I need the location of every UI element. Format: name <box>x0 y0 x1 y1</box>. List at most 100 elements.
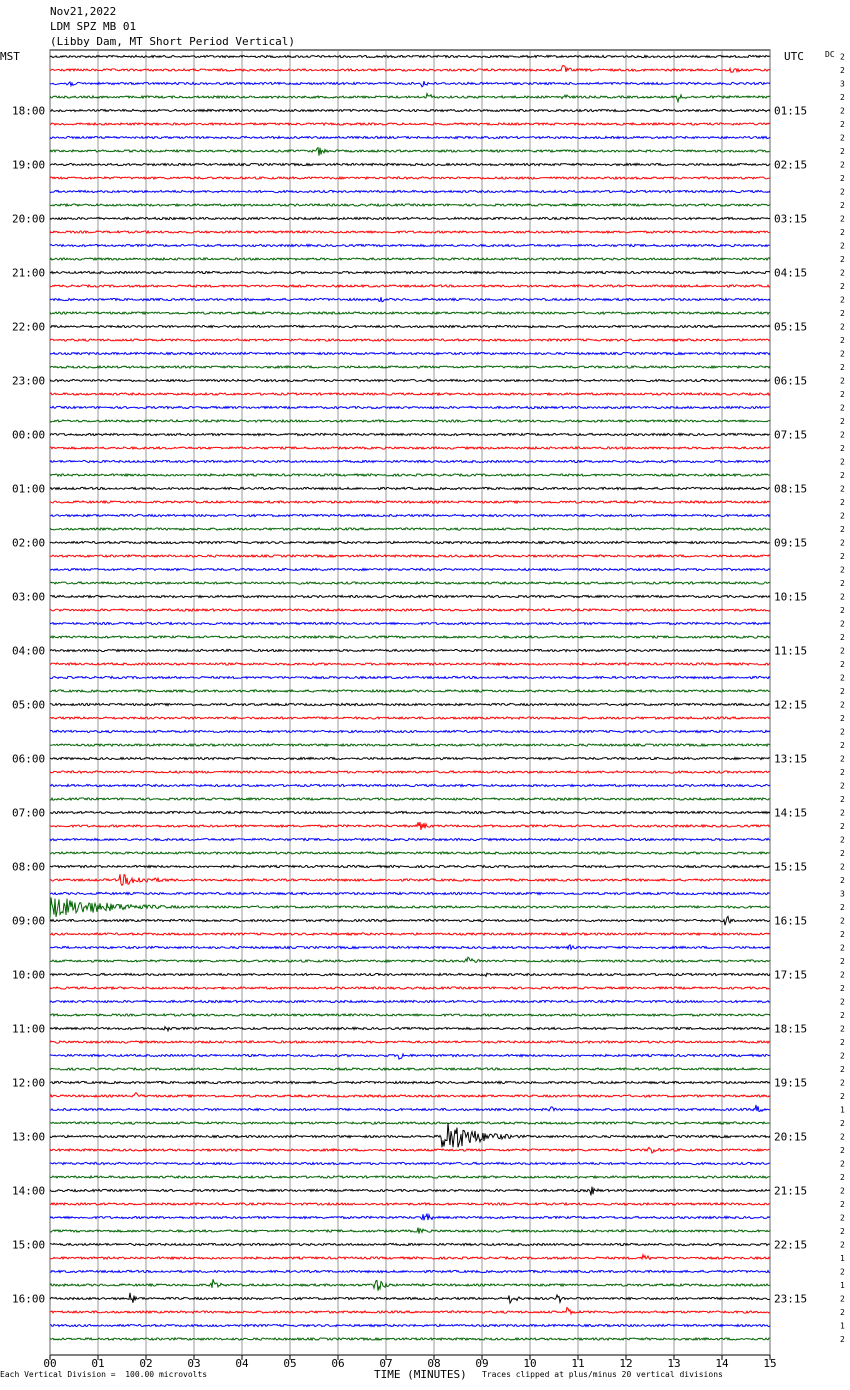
x-tick-label: 02 <box>139 1357 152 1370</box>
seismogram-trace <box>49 108 771 113</box>
seismogram-trace <box>49 459 771 464</box>
seismogram-trace <box>49 80 771 88</box>
seismogram-trace <box>49 810 771 815</box>
dc-offset-label: 3 <box>840 80 845 89</box>
x-tick-label: 13 <box>667 1357 680 1370</box>
seismogram-trace <box>50 821 771 831</box>
dc-offset-label: 2 <box>840 134 845 143</box>
grid-lines <box>49 49 771 1360</box>
seismogram-trace <box>49 874 771 887</box>
dc-offset-label: 2 <box>840 201 845 210</box>
seismogram-trace <box>49 91 771 104</box>
dc-offset-label: 2 <box>840 606 845 615</box>
seismogram-trace <box>49 931 771 937</box>
dc-offset-label: 2 <box>840 809 845 818</box>
x-tick-label: 12 <box>619 1357 632 1370</box>
dc-offset-label: 2 <box>840 687 845 696</box>
seismogram-trace <box>49 742 771 748</box>
dc-offset-label: 2 <box>840 107 845 116</box>
dc-offset-label: 2 <box>840 1241 845 1250</box>
dc-offset-label: 2 <box>840 471 845 480</box>
dc-offset-label: 2 <box>840 1119 845 1128</box>
mst-hour-label: 23:00 <box>12 375 45 388</box>
mst-hour-label: 16:00 <box>12 1293 45 1306</box>
mst-hour-label: 09:00 <box>12 915 45 928</box>
seismogram-trace <box>49 796 771 802</box>
x-tick-label: 01 <box>91 1357 104 1370</box>
dc-offset-label: 2 <box>840 404 845 413</box>
seismogram-trace <box>49 1120 770 1126</box>
seismogram-trace <box>49 594 771 599</box>
dc-offset-label: 2 <box>840 120 845 129</box>
dc-offset-label: 2 <box>840 147 845 156</box>
seismogram-trace <box>49 297 771 303</box>
dc-offset-label: 2 <box>840 633 845 642</box>
x-tick-label: 15 <box>763 1357 776 1370</box>
dc-offset-label: 2 <box>840 728 845 737</box>
dc-offset-label: 2 <box>840 444 845 453</box>
seismogram-trace <box>49 1186 771 1196</box>
dc-offset-label: 1 <box>840 1281 845 1290</box>
utc-hour-label: 10:15 <box>774 591 807 604</box>
seismogram-trace <box>50 553 771 559</box>
dc-offset-label: 2 <box>840 539 845 548</box>
mst-hour-label: 21:00 <box>12 267 45 280</box>
seismogram-trace <box>49 972 771 978</box>
seismogram-trace <box>49 256 771 262</box>
dc-offset-label: 2 <box>840 579 845 588</box>
seismogram-trace <box>49 1269 771 1274</box>
dc-offset-label: 2 <box>840 755 845 764</box>
seismogram-trace <box>49 607 771 613</box>
mst-hour-label: 02:00 <box>12 537 45 550</box>
seismogram-trace <box>49 405 771 410</box>
utc-hour-label: 06:15 <box>774 375 807 388</box>
dc-label: DC <box>825 50 835 59</box>
dc-offset-label: 1 <box>840 1106 845 1115</box>
dc-offset-label: 2 <box>840 701 845 710</box>
mst-hour-label: 04:00 <box>12 645 45 658</box>
dc-offset-label: 2 <box>840 930 845 939</box>
utc-hour-label: 18:15 <box>774 1023 807 1036</box>
dc-offset-label: 2 <box>840 255 845 264</box>
seismogram-trace <box>49 162 771 167</box>
dc-offset-label: 2 <box>840 390 845 399</box>
seismogram-trace <box>49 310 770 316</box>
dc-offset-label: 2 <box>840 309 845 318</box>
dc-offset-label: 2 <box>840 269 845 278</box>
dc-offset-label: 2 <box>840 741 845 750</box>
seismogram-trace <box>49 391 771 397</box>
dc-offset-label: 2 <box>840 431 845 440</box>
utc-hour-label: 03:15 <box>774 213 807 226</box>
seismogram-trace <box>49 1336 771 1342</box>
dc-offset-label: 2 <box>840 593 845 602</box>
mst-hour-label: 03:00 <box>12 591 45 604</box>
dc-offset-label: 3 <box>840 890 845 899</box>
seismogram-trace <box>49 189 771 194</box>
seismogram-trace <box>49 1080 771 1085</box>
x-tick-label: 06 <box>331 1357 344 1370</box>
seismogram-trace <box>49 64 771 74</box>
x-tick-label: 03 <box>187 1357 200 1370</box>
seismogram-trace <box>49 1292 770 1305</box>
x-tick-label: 05 <box>283 1357 296 1370</box>
seismogram-trace <box>49 769 771 775</box>
dc-offset-label: 2 <box>840 903 845 912</box>
right-timezone-label: UTC <box>784 50 804 63</box>
seismogram-trace <box>49 715 771 721</box>
dc-offset-labels: 2 2 3 2 2 2 2 2 2 2 2 2 2 2 2 2 2 2 2 2 2 2 2 2 2 2 2 2 2 2 2 2 2 2 2 2 2 2 2 2… <box>840 53 845 1345</box>
mst-hour-label: 18:00 <box>12 105 45 118</box>
dc-offset-label: 2 <box>840 53 845 62</box>
seismogram-trace <box>49 648 771 653</box>
utc-hour-label: 05:15 <box>774 321 807 334</box>
dc-offset-label: 2 <box>840 998 845 1007</box>
seismogram-trace <box>49 702 771 707</box>
dc-offset-label: 2 <box>840 417 845 426</box>
dc-offset-label: 2 <box>840 525 845 534</box>
seismogram-trace <box>49 756 771 761</box>
dc-offset-label: 2 <box>840 1200 845 1209</box>
dc-offset-label: 2 <box>840 1295 845 1304</box>
mst-hour-label: 14:00 <box>12 1185 45 1198</box>
seismogram-trace <box>49 229 771 235</box>
dc-offset-label: 2 <box>840 93 845 102</box>
seismogram-trace <box>49 337 771 343</box>
